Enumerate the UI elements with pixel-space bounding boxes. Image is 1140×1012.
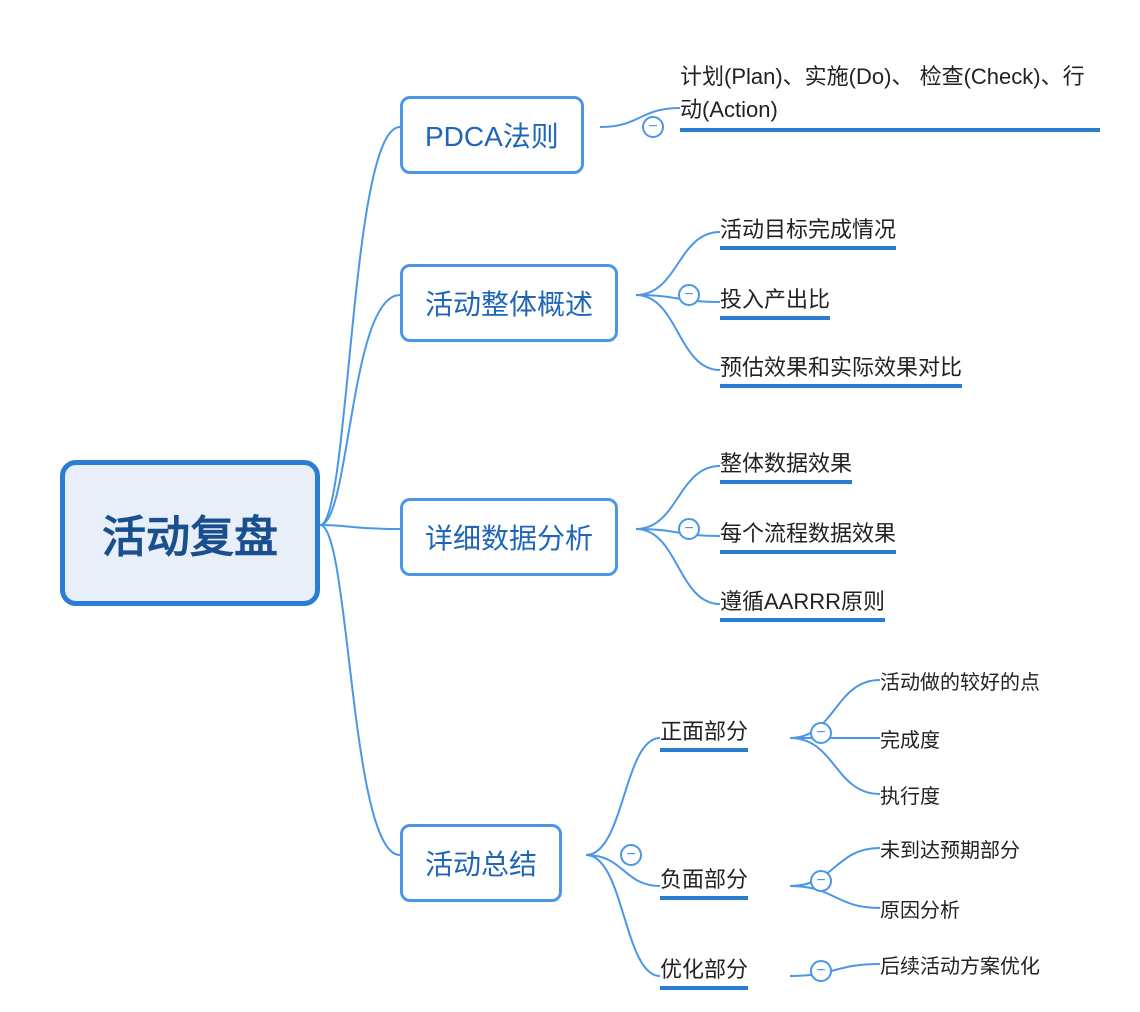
leaf-label: 活动目标完成情况 — [720, 217, 896, 242]
root-node[interactable]: 活动复盘 — [60, 460, 320, 606]
leaf-label: 预估效果和实际效果对比 — [720, 355, 962, 380]
branch-overview[interactable]: 活动整体概述 — [400, 264, 618, 342]
sub-optimize: 优化部分 — [660, 952, 748, 990]
branch-data[interactable]: 详细数据分析 — [400, 498, 618, 576]
leaf-label: 每个流程数据效果 — [720, 521, 896, 546]
subleaf-label: 活动做的较好的点 — [880, 672, 1040, 694]
leaf-data-1: 每个流程数据效果 — [720, 516, 896, 554]
branch-label: 详细数据分析 — [425, 523, 593, 554]
leaf-label: 投入产出比 — [720, 287, 830, 312]
branch-label: 活动整体概述 — [425, 289, 593, 320]
subleaf-negative-0: 未到达预期部分 — [880, 834, 1020, 863]
sub-label: 正面部分 — [660, 719, 748, 744]
sub-label: 负面部分 — [660, 867, 748, 892]
leaf-overview-1: 投入产出比 — [720, 282, 830, 320]
subleaf-label: 完成度 — [880, 730, 940, 752]
branch-pdca[interactable]: PDCA法则 — [400, 96, 584, 174]
leaf-label: 计划(Plan)、实施(Do)、 检查(Check)、行动(Action) — [680, 64, 1085, 122]
sub-label: 优化部分 — [660, 957, 748, 982]
collapse-icon[interactable]: − — [678, 284, 700, 306]
branch-summary[interactable]: 活动总结 — [400, 824, 562, 902]
collapse-icon[interactable]: − — [810, 722, 832, 744]
subleaf-negative-1: 原因分析 — [880, 894, 960, 923]
collapse-icon[interactable]: − — [620, 844, 642, 866]
collapse-icon[interactable]: − — [678, 518, 700, 540]
branch-label: PDCA法则 — [425, 121, 559, 152]
sub-negative: 负面部分 — [660, 862, 748, 900]
leaf-label: 遵循AARRR原则 — [720, 589, 885, 614]
leaf-data-0: 整体数据效果 — [720, 446, 852, 484]
subleaf-label: 未到达预期部分 — [880, 840, 1020, 862]
subleaf-positive-1: 完成度 — [880, 724, 940, 753]
collapse-icon[interactable]: − — [642, 116, 664, 138]
sub-positive: 正面部分 — [660, 714, 748, 752]
leaf-overview-0: 活动目标完成情况 — [720, 212, 896, 250]
subleaf-label: 原因分析 — [880, 900, 960, 922]
subleaf-positive-2: 执行度 — [880, 780, 940, 809]
subleaf-label: 后续活动方案优化 — [880, 956, 1040, 978]
subleaf-label: 执行度 — [880, 786, 940, 808]
leaf-overview-2: 预估效果和实际效果对比 — [720, 350, 962, 388]
leaf-data-2: 遵循AARRR原则 — [720, 584, 885, 622]
collapse-icon[interactable]: − — [810, 870, 832, 892]
leaf-label: 整体数据效果 — [720, 451, 852, 476]
branch-label: 活动总结 — [425, 849, 537, 880]
subleaf-positive-0: 活动做的较好的点 — [880, 666, 1040, 695]
leaf-pdca-detail: 计划(Plan)、实施(Do)、 检查(Check)、行动(Action) — [680, 60, 1100, 132]
subleaf-optimize-0: 后续活动方案优化 — [880, 950, 1040, 979]
root-label: 活动复盘 — [102, 513, 278, 562]
collapse-icon[interactable]: − — [810, 960, 832, 982]
